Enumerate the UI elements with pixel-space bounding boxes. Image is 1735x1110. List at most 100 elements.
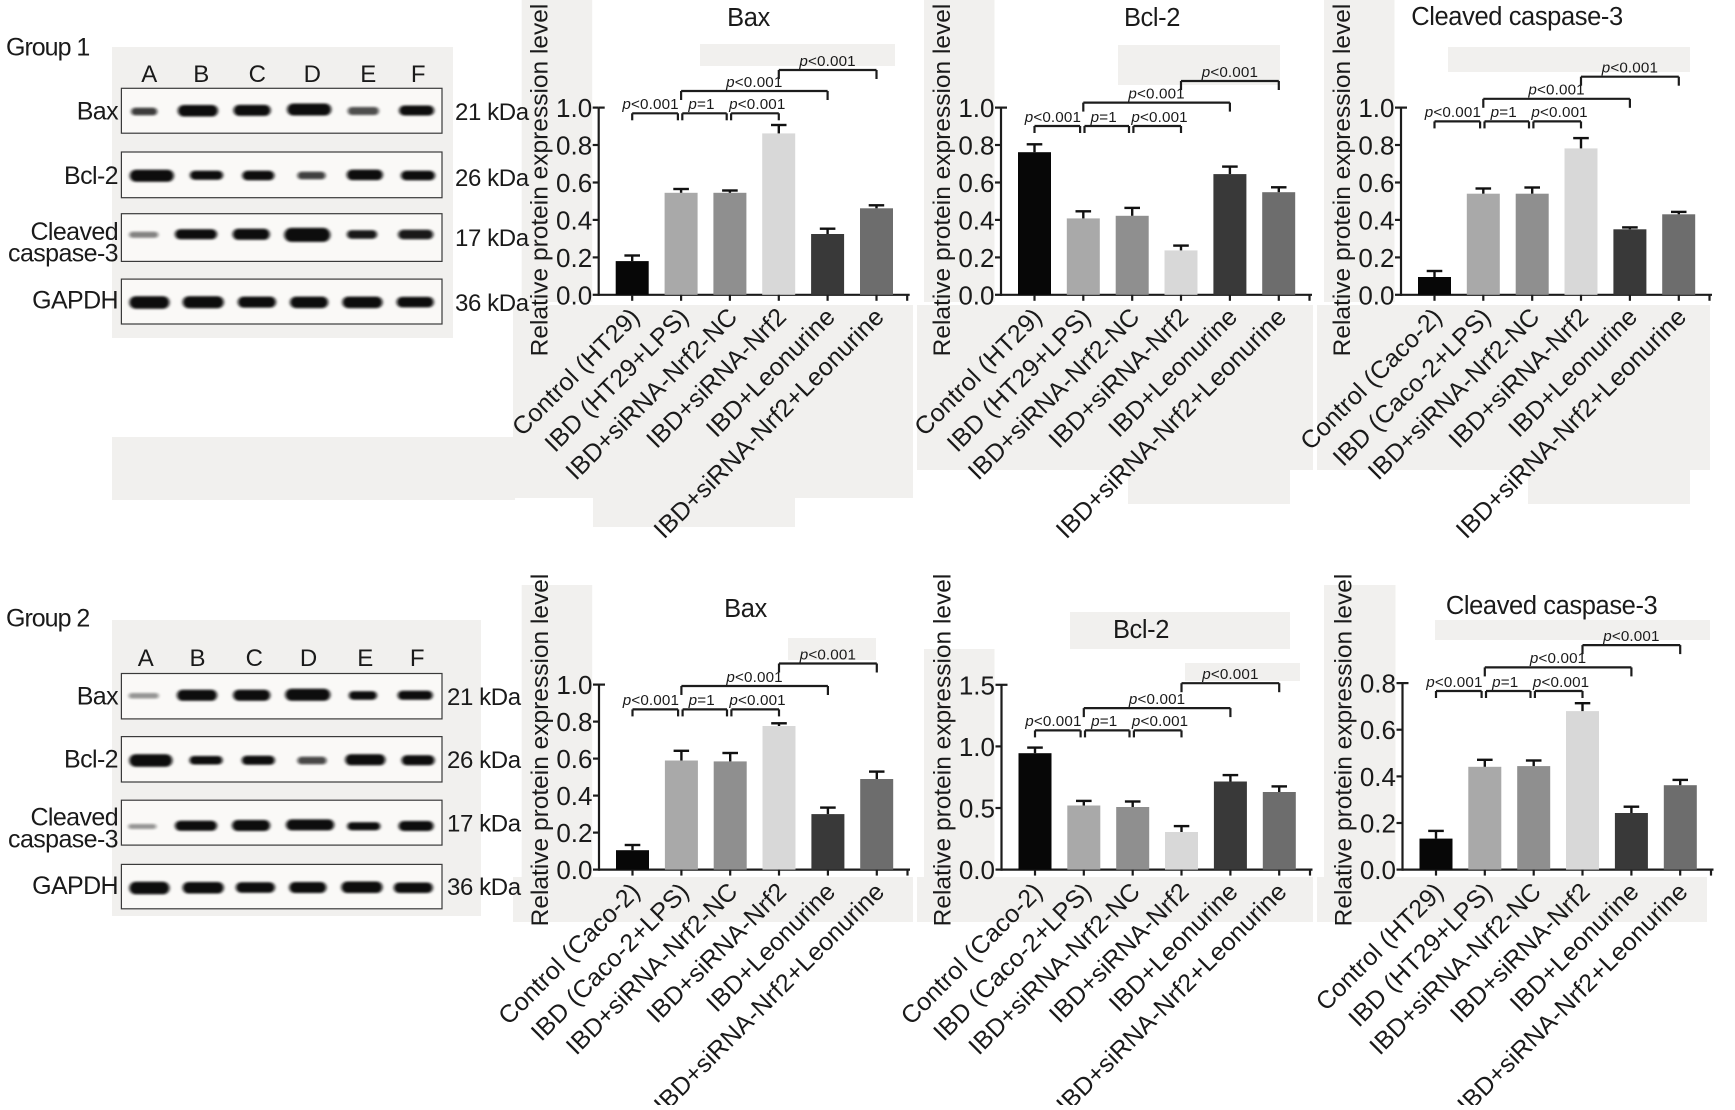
- svg-text:0.4: 0.4: [556, 205, 592, 235]
- svg-text:0.4: 0.4: [556, 781, 592, 811]
- svg-text:21 kDa: 21 kDa: [455, 99, 530, 126]
- svg-text:A: A: [138, 645, 154, 672]
- svg-text:B: B: [190, 645, 206, 672]
- svg-text:0.8: 0.8: [1358, 131, 1394, 161]
- svg-text:Relative protein expression le: Relative protein expression level: [527, 4, 554, 357]
- svg-text:caspase-3: caspase-3: [8, 826, 118, 854]
- svg-text:Cleaved: Cleaved: [30, 804, 118, 832]
- svg-text:p=1: p=1: [1491, 674, 1518, 691]
- svg-text:1.0: 1.0: [959, 732, 995, 762]
- svg-text:p<0.001: p<0.001: [1532, 674, 1589, 691]
- svg-text:0.0: 0.0: [1360, 855, 1396, 885]
- svg-text:0.6: 0.6: [1360, 715, 1396, 745]
- svg-text:E: E: [357, 645, 373, 672]
- svg-text:0.2: 0.2: [1358, 243, 1394, 273]
- svg-text:D: D: [304, 61, 321, 88]
- svg-text:F: F: [410, 645, 424, 672]
- svg-text:0.4: 0.4: [1358, 205, 1394, 235]
- svg-text:0.8: 0.8: [556, 707, 592, 737]
- svg-text:caspase-3: caspase-3: [8, 240, 118, 268]
- svg-text:Relative protein expression le: Relative protein expression level: [930, 574, 957, 927]
- svg-text:p<0.001: p<0.001: [1602, 628, 1659, 645]
- svg-text:Bcl-2: Bcl-2: [64, 162, 118, 190]
- svg-text:21 kDa: 21 kDa: [447, 684, 522, 711]
- svg-text:0.4: 0.4: [958, 205, 994, 235]
- svg-text:26 kDa: 26 kDa: [455, 165, 530, 192]
- svg-text:Group 1: Group 1: [6, 33, 89, 61]
- svg-text:Relative protein expression le: Relative protein expression level: [929, 4, 956, 357]
- svg-text:0.8: 0.8: [958, 131, 994, 161]
- svg-text:D: D: [300, 645, 317, 672]
- svg-text:0.2: 0.2: [556, 243, 592, 273]
- svg-text:B: B: [193, 61, 209, 88]
- svg-text:p<0.001: p<0.001: [725, 669, 782, 686]
- svg-text:GAPDH: GAPDH: [32, 872, 118, 900]
- svg-text:36 kDa: 36 kDa: [447, 874, 522, 901]
- svg-text:GAPDH: GAPDH: [32, 287, 118, 315]
- svg-text:Cleaved caspase-3: Cleaved caspase-3: [1446, 592, 1658, 620]
- svg-text:0.0: 0.0: [556, 280, 592, 310]
- svg-text:Relative protein expression le: Relative protein expression level: [1331, 574, 1358, 927]
- svg-text:Bax: Bax: [724, 595, 767, 623]
- svg-text:17 kDa: 17 kDa: [455, 225, 530, 252]
- svg-text:0.8: 0.8: [1360, 669, 1396, 699]
- svg-text:p<0.001: p<0.001: [798, 53, 855, 70]
- svg-text:36 kDa: 36 kDa: [455, 290, 530, 317]
- svg-text:Cleaved: Cleaved: [30, 218, 118, 246]
- svg-text:E: E: [360, 61, 376, 88]
- svg-text:F: F: [411, 61, 425, 88]
- svg-text:0.4: 0.4: [1360, 762, 1396, 792]
- svg-text:0.6: 0.6: [556, 744, 592, 774]
- svg-text:1.0: 1.0: [1358, 93, 1394, 123]
- svg-text:p=1: p=1: [688, 692, 715, 709]
- svg-text:1.0: 1.0: [556, 93, 592, 123]
- svg-text:0.0: 0.0: [959, 855, 995, 885]
- svg-text:p=1: p=1: [1090, 109, 1117, 126]
- svg-text:p<0.001: p<0.001: [728, 692, 785, 709]
- svg-text:1.0: 1.0: [556, 670, 592, 700]
- svg-text:p=1: p=1: [1490, 104, 1517, 121]
- svg-text:p<0.001: p<0.001: [1201, 64, 1258, 81]
- svg-text:C: C: [249, 61, 266, 88]
- svg-text:p<0.001: p<0.001: [1601, 60, 1658, 77]
- svg-text:p<0.001: p<0.001: [1130, 109, 1187, 126]
- svg-text:0.5: 0.5: [959, 794, 995, 824]
- svg-text:0.0: 0.0: [958, 280, 994, 310]
- svg-text:p<0.001: p<0.001: [621, 96, 678, 113]
- svg-text:p<0.001: p<0.001: [1024, 109, 1081, 126]
- svg-text:Bcl-2: Bcl-2: [64, 746, 118, 774]
- svg-text:p=1: p=1: [687, 96, 714, 113]
- svg-text:p<0.001: p<0.001: [1128, 691, 1185, 708]
- svg-text:p<0.001: p<0.001: [725, 74, 782, 91]
- svg-text:1.5: 1.5: [959, 670, 995, 700]
- svg-text:Bax: Bax: [727, 4, 770, 32]
- svg-text:Bax: Bax: [77, 98, 119, 126]
- svg-text:A: A: [141, 61, 157, 88]
- svg-text:p<0.001: p<0.001: [1425, 674, 1482, 691]
- svg-text:p<0.001: p<0.001: [1530, 104, 1587, 121]
- svg-text:Group 2: Group 2: [6, 605, 89, 633]
- svg-text:0.2: 0.2: [1360, 809, 1396, 839]
- svg-text:26 kDa: 26 kDa: [447, 747, 522, 774]
- svg-text:0.0: 0.0: [1358, 280, 1394, 310]
- svg-text:p<0.001: p<0.001: [1424, 104, 1481, 121]
- svg-text:0.0: 0.0: [556, 855, 592, 885]
- svg-text:Cleaved caspase-3: Cleaved caspase-3: [1411, 3, 1623, 31]
- svg-text:p<0.001: p<0.001: [1529, 650, 1586, 667]
- svg-text:0.2: 0.2: [958, 243, 994, 273]
- svg-text:0.2: 0.2: [556, 818, 592, 848]
- svg-text:Bcl-2: Bcl-2: [1113, 616, 1169, 644]
- svg-text:p=1: p=1: [1090, 713, 1117, 730]
- svg-text:p<0.001: p<0.001: [1024, 713, 1081, 730]
- svg-text:p<0.001: p<0.001: [1527, 82, 1584, 99]
- svg-text:Bax: Bax: [77, 683, 119, 711]
- svg-text:p<0.001: p<0.001: [622, 692, 679, 709]
- svg-text:0.6: 0.6: [1358, 168, 1394, 198]
- svg-text:p<0.001: p<0.001: [1131, 713, 1188, 730]
- svg-text:p<0.001: p<0.001: [799, 646, 856, 663]
- svg-text:1.0: 1.0: [958, 93, 994, 123]
- svg-text:Bcl-2: Bcl-2: [1124, 4, 1180, 32]
- svg-text:0.8: 0.8: [556, 131, 592, 161]
- svg-text:17 kDa: 17 kDa: [447, 811, 522, 838]
- svg-text:Relative protein expression le: Relative protein expression level: [527, 574, 554, 927]
